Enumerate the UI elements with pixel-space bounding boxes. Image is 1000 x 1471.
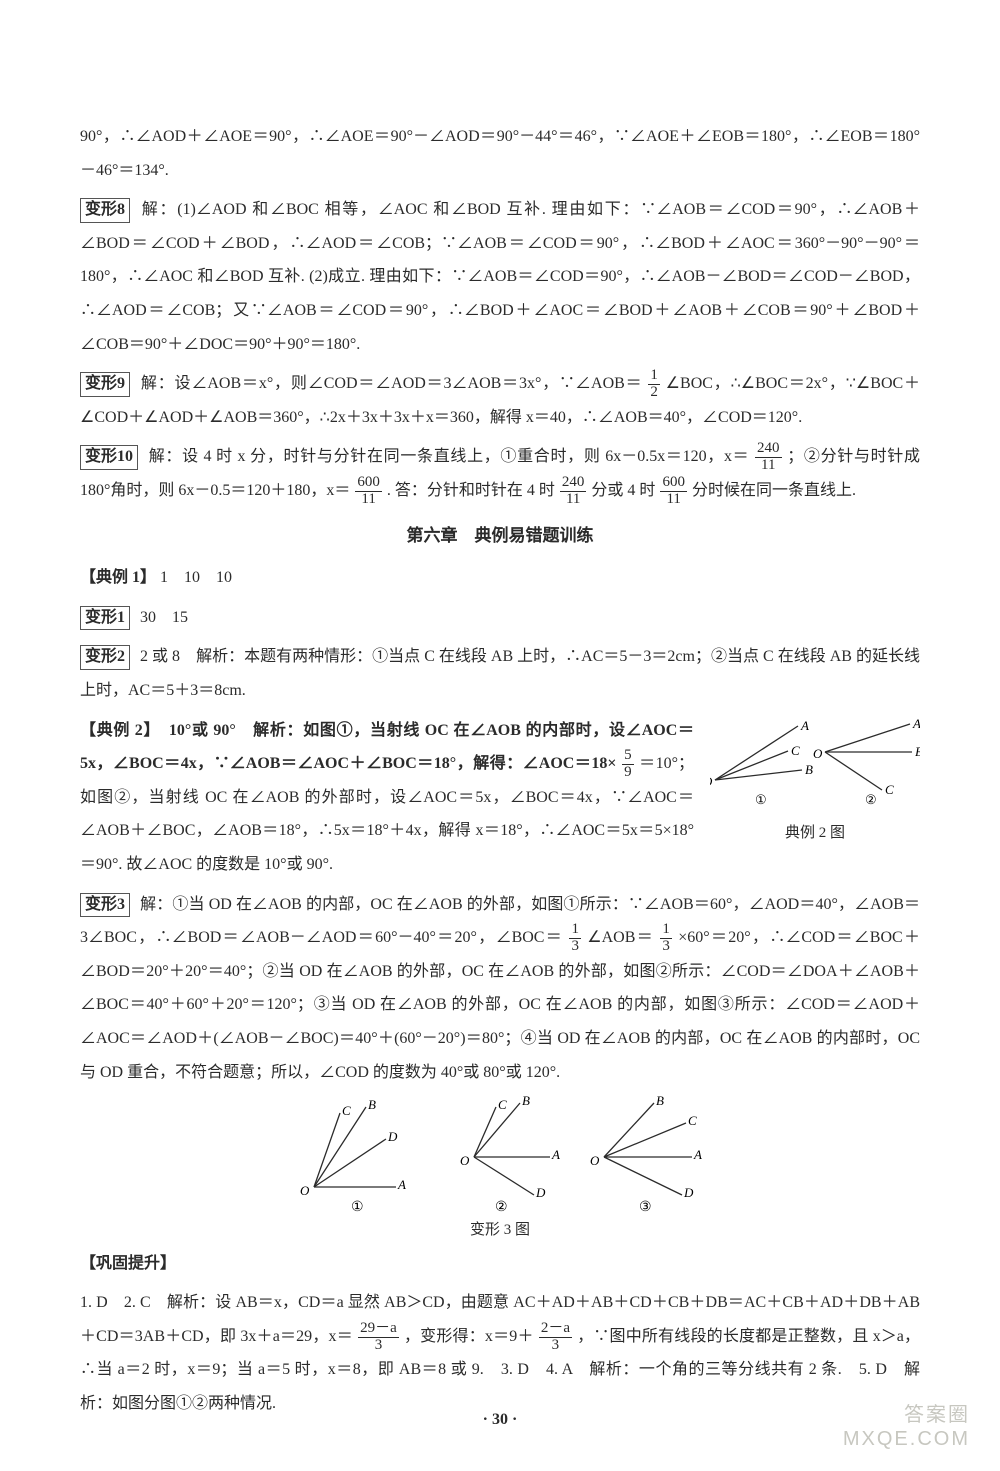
svg-text:A: A [551,1147,560,1162]
frac-240-11b: 24011 [560,475,587,508]
svg-text:③: ③ [639,1200,652,1215]
svg-text:①: ① [755,792,767,807]
svg-text:A: A [397,1177,406,1192]
para-dl1: 【典例 1】 1 10 10 [80,561,920,595]
ans-b2: 2 或 8 解析：本题有两种情形：①当点 C 在线段 AB 上时，∴AC＝5－3… [80,648,920,699]
head-gonggu: 【巩固提升】 [80,1247,920,1281]
svg-text:C: C [498,1097,507,1112]
text-gg1b: ，变形得：x＝9＋ [404,1328,534,1345]
text-b3b: ∠AOB＝ [587,929,654,946]
head-dl1: 【典例 1】 [80,569,156,586]
svg-text:A: A [800,718,809,733]
para-var8: 变形8 解：(1)∠AOD 和∠BOC 相等，∠AOC 和∠BOD 互补. 理由… [80,193,920,361]
para-var10: 变形10 解：设 4 时 x 分，时针与分针在同一条直线上，①重合时，则 6x－… [80,440,920,507]
box-var9: 变形9 [80,372,130,396]
caption-b3: 变形 3 图 [80,1215,920,1247]
diagram-b3-1: A B C D O ① [296,1095,416,1215]
frac-5-9: 59 [622,748,634,781]
diagram-dl2-svg: ABCO①ABCO② [710,718,920,808]
para-gonggu: 1. D 2. C 解析：设 AB＝x，CD＝a 显然 AB＞CD，由题意 AC… [80,1286,920,1420]
svg-text:D: D [387,1129,398,1144]
svg-text:O: O [460,1153,470,1168]
box-var10: 变形10 [80,445,138,469]
svg-text:B: B [805,762,813,777]
chapter-title: 第六章 典例易错题训练 [80,518,920,554]
caption-dl2: 典例 2 图 [710,818,920,850]
text-var8: 解：(1)∠AOD 和∠BOC 相等，∠AOC 和∠BOD 互补. 理由如下：∵… [80,201,920,352]
para-var9: 变形9 解：设∠AOB＝x°，则∠COD＝∠AOD＝3∠AOB＝3x°，∵∠AO… [80,367,920,434]
para-continue: 90°，∴∠AOD＋∠AOE＝90°，∴∠AOE＝90°－∠AOD＝90°－44… [80,120,920,187]
frac-1-3b: 13 [660,922,672,955]
ans-b1: 30 15 [140,609,188,626]
watermark-line1: 答案圈 [843,1403,970,1427]
text-var10a: 解：设 4 时 x 分，时针与分针在同一条直线上，①重合时，则 6x－0.5x＝… [149,448,750,465]
svg-text:O: O [300,1183,310,1198]
frac-600-11: 60011 [355,475,382,508]
frac-240-11: 24011 [755,441,782,474]
svg-text:②: ② [865,792,877,807]
svg-text:①: ① [351,1200,364,1215]
svg-text:A: A [693,1147,702,1162]
svg-text:O: O [590,1153,600,1168]
diagram-b3-2: A B C D O ② [440,1095,560,1215]
frac-29a3: 29－a3 [358,1321,399,1354]
figure-dl2: ABCO①ABCO② 典例 2 图 [710,718,920,850]
diagram-b3-3: A B C D O ③ [584,1095,704,1215]
box-var8: 变形8 [80,198,130,222]
head-dl2: 【典例 2】 10°或 90° 解析：如图①，当射线 OC 在∠AOB 的内部时… [80,722,694,773]
svg-text:B: B [368,1097,376,1112]
svg-text:A: A [912,718,920,731]
ans-dl1: 1 10 10 [160,569,232,586]
para-b3: 变形3 解：①当 OD 在∠AOB 的内部，OC 在∠AOB 的外部，如图①所示… [80,888,920,1090]
text-var9a: 解：设∠AOB＝x°，则∠COD＝∠AOD＝3∠AOB＝3x°，∵∠AOB＝ [141,375,643,392]
svg-text:D: D [683,1185,694,1200]
svg-text:O: O [813,746,823,761]
document-page: 90°，∴∠AOD＋∠AOE＝90°，∴∠AOE＝90°－∠AOD＝90°－44… [0,0,1000,1471]
box-b3: 变形3 [80,893,130,917]
frac-half: 12 [648,368,660,401]
svg-text:②: ② [495,1200,508,1215]
svg-text:C: C [342,1103,351,1118]
frac-600-11b: 60011 [660,475,687,508]
svg-text:C: C [885,782,894,797]
text-b3c: ×60°＝20°，∴∠COD＝∠BOC＋∠BOD＝20°＋20°＝40°；②当 … [80,929,920,1080]
svg-text:C: C [791,743,800,758]
svg-text:B: B [656,1095,664,1108]
text-var10c: . 答：分针和时针在 4 时 [387,482,555,499]
watermark-line2: MXQE.COM [843,1427,970,1451]
figure-b3-row: A B C D O ① A B C D O ② A B C D O ③ [80,1095,920,1215]
text-var10d: 分或 4 时 [591,482,655,499]
svg-text:D: D [535,1185,546,1200]
para-b2: 变形2 2 或 8 解析：本题有两种情形：①当点 C 在线段 AB 上时，∴AC… [80,640,920,707]
frac-2a3: 2－a3 [539,1321,572,1354]
svg-text:O: O [710,774,713,789]
box-b2: 变形2 [80,645,130,669]
svg-text:B: B [915,744,920,759]
svg-text:B: B [522,1095,530,1108]
svg-text:C: C [688,1113,697,1128]
frac-1-3a: 13 [569,922,581,955]
box-b1: 变形1 [80,606,130,630]
text-dl2b: ＝10°；如图②，当射线 OC 在∠AOB 的外部时，设∠AOC＝5x，∠BOC… [80,755,694,873]
text-var10e: 分时候在同一条直线上. [692,482,856,499]
watermark-corner: 答案圈 MXQE.COM [843,1403,970,1451]
para-b1: 变形1 30 15 [80,601,920,635]
